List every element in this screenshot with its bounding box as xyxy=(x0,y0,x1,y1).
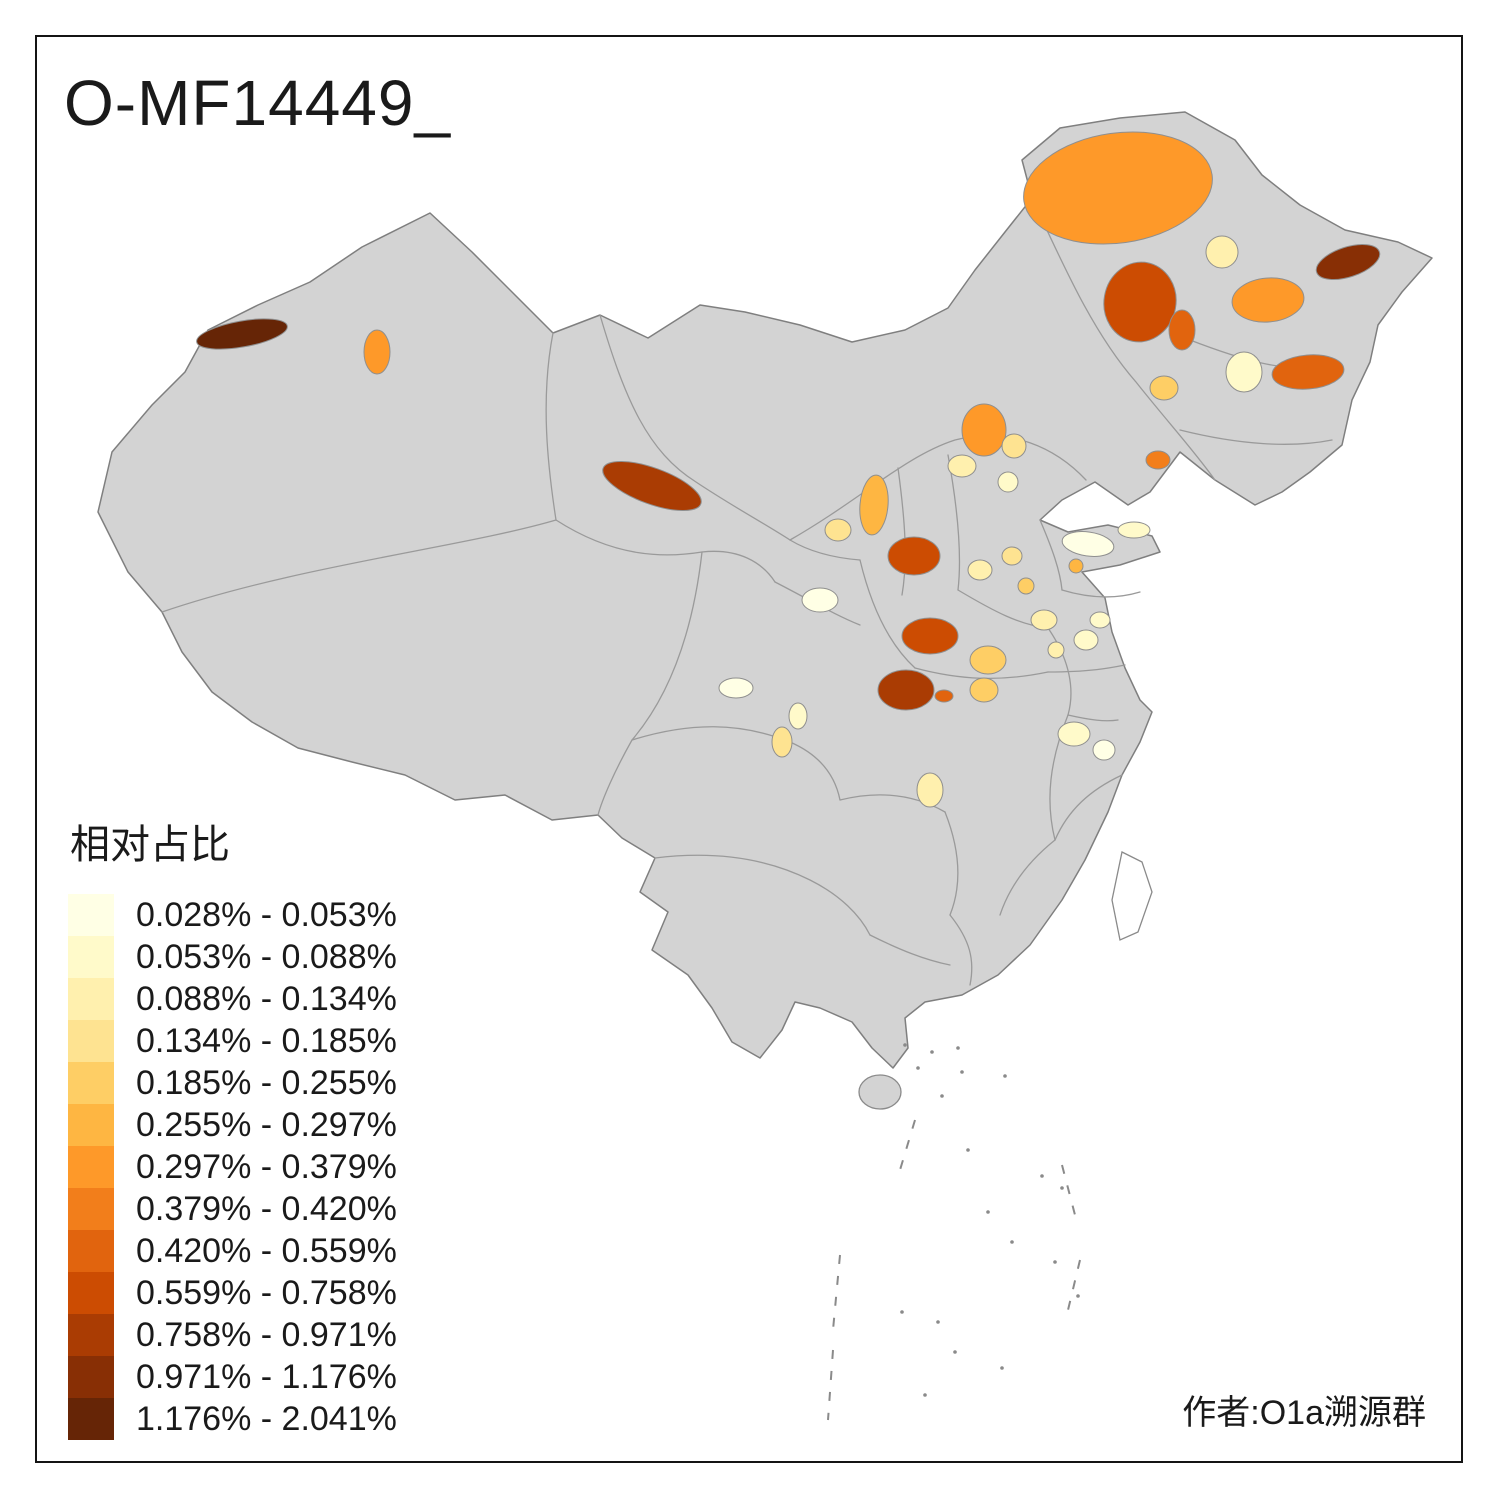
choropleth-regions xyxy=(196,131,1381,808)
data-region xyxy=(788,702,808,730)
legend-label: 1.176% - 2.041% xyxy=(136,1399,397,1438)
data-region xyxy=(1057,721,1091,747)
data-region xyxy=(602,460,702,512)
legend-item: 0.971% - 1.176% xyxy=(68,1356,397,1398)
legend-label: 0.255% - 0.297% xyxy=(136,1105,397,1144)
data-region xyxy=(934,689,954,703)
legend-item: 0.379% - 0.420% xyxy=(68,1188,397,1230)
data-region xyxy=(916,772,944,808)
data-region xyxy=(1073,629,1099,651)
legend-swatch xyxy=(68,1188,114,1230)
legend-label: 0.971% - 1.176% xyxy=(136,1357,397,1396)
legend-items: 0.028% - 0.053% 0.053% - 0.088% 0.088% - 0… xyxy=(68,894,397,1440)
legend-swatch xyxy=(68,936,114,978)
data-region xyxy=(363,329,391,375)
legend-swatch xyxy=(68,894,114,936)
data-region xyxy=(1145,450,1171,470)
legend-swatch xyxy=(68,978,114,1020)
legend-item: 0.297% - 0.379% xyxy=(68,1146,397,1188)
data-region xyxy=(1061,531,1115,557)
legend-label: 0.053% - 0.088% xyxy=(136,937,397,976)
data-region xyxy=(718,677,754,699)
legend-label: 0.028% - 0.053% xyxy=(136,895,397,934)
legend-item: 0.028% - 0.053% xyxy=(68,894,397,936)
legend-item: 0.255% - 0.297% xyxy=(68,1104,397,1146)
data-region xyxy=(1271,354,1345,390)
legend-title: 相对占比 xyxy=(70,823,230,867)
legend-label: 0.297% - 0.379% xyxy=(136,1147,397,1186)
legend-label: 0.758% - 0.971% xyxy=(136,1315,397,1354)
legend-item: 0.420% - 0.559% xyxy=(68,1230,397,1272)
data-region xyxy=(901,617,959,655)
legend-item: 0.758% - 0.971% xyxy=(68,1314,397,1356)
legend-swatch xyxy=(68,1272,114,1314)
data-region xyxy=(771,726,793,758)
legend-swatch xyxy=(68,1104,114,1146)
data-region xyxy=(1047,641,1065,659)
legend-label: 0.559% - 0.758% xyxy=(136,1273,397,1312)
attribution-text: 作者:O1a溯源群 xyxy=(1182,1394,1426,1432)
data-region xyxy=(947,454,977,478)
legend-swatch xyxy=(68,1020,114,1062)
data-region xyxy=(824,518,852,542)
data-region xyxy=(969,677,999,703)
legend-swatch xyxy=(68,1398,114,1440)
data-region xyxy=(969,645,1007,675)
sea-boundary-dashes xyxy=(827,1119,1081,1421)
data-region xyxy=(877,669,935,711)
legend-swatch xyxy=(68,1230,114,1272)
legend-item: 1.176% - 2.041% xyxy=(68,1398,397,1440)
data-region xyxy=(887,536,941,576)
legend-swatch xyxy=(68,1146,114,1188)
legend-swatch xyxy=(68,1356,114,1398)
sea-islets xyxy=(900,1043,1080,1397)
legend-item: 0.559% - 0.758% xyxy=(68,1272,397,1314)
data-region xyxy=(1092,739,1116,761)
data-region xyxy=(967,559,993,581)
data-region xyxy=(1001,546,1023,566)
legend-swatch xyxy=(68,1062,114,1104)
data-region xyxy=(1089,611,1111,629)
data-region xyxy=(1023,131,1213,245)
data-region xyxy=(1225,351,1263,393)
legend-label: 0.185% - 0.255% xyxy=(136,1063,397,1102)
data-region xyxy=(1068,558,1084,574)
legend-label: 0.379% - 0.420% xyxy=(136,1189,397,1228)
hainan-island xyxy=(858,1074,902,1110)
legend-label: 0.134% - 0.185% xyxy=(136,1021,397,1060)
data-region xyxy=(859,474,889,536)
data-region xyxy=(1030,609,1058,631)
data-region xyxy=(1149,375,1179,401)
legend-label: 0.088% - 0.134% xyxy=(136,979,397,1018)
page-title: O-MF14449_ xyxy=(64,67,452,139)
legend-item: 0.185% - 0.255% xyxy=(68,1062,397,1104)
data-region xyxy=(801,587,839,613)
data-region xyxy=(1103,261,1177,343)
legend-swatch xyxy=(68,1314,114,1356)
data-region xyxy=(1001,433,1027,459)
legend: 相对占比 0.028% - 0.053% 0.053% - 0.088% 0.088… xyxy=(68,812,397,1440)
taiwan-island xyxy=(1111,851,1153,941)
china-mainland xyxy=(97,111,1433,1069)
legend-item: 0.053% - 0.088% xyxy=(68,936,397,978)
data-region xyxy=(997,471,1019,493)
data-region xyxy=(1231,277,1305,323)
legend-item: 0.088% - 0.134% xyxy=(68,978,397,1020)
data-region xyxy=(1205,235,1239,269)
legend-label: 0.420% - 0.559% xyxy=(136,1231,397,1270)
data-region xyxy=(1017,577,1035,595)
data-region xyxy=(1117,521,1151,539)
data-region xyxy=(1315,243,1381,281)
legend-item: 0.134% - 0.185% xyxy=(68,1020,397,1062)
data-region xyxy=(961,403,1007,457)
data-region xyxy=(196,318,288,350)
data-region xyxy=(1168,309,1196,351)
